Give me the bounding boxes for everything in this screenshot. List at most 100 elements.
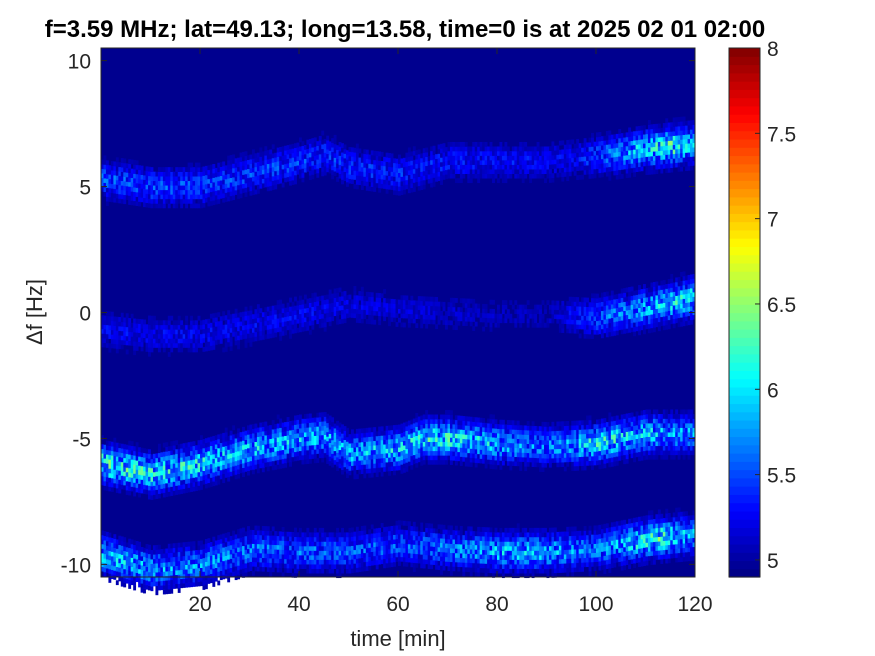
- heatmap-cell: [276, 450, 280, 456]
- heatmap-cell: [449, 311, 453, 317]
- heatmap-cell: [232, 322, 236, 328]
- heatmap-cell: [192, 441, 196, 447]
- heatmap-cell: [115, 321, 119, 327]
- heatmap-cell: [237, 180, 241, 186]
- heatmap-cell: [675, 309, 679, 315]
- heatmap-cell: [311, 320, 315, 326]
- heatmap-cell: [239, 330, 243, 336]
- heatmap-cell: [150, 176, 154, 182]
- heatmap-cell: [271, 305, 275, 311]
- heatmap-cell: [254, 175, 258, 181]
- heatmap-cell: [588, 151, 592, 157]
- heatmap-cell: [157, 329, 161, 335]
- heatmap-cell: [432, 159, 436, 165]
- heatmap-cell: [237, 166, 241, 172]
- heatmap-cell: [286, 302, 290, 308]
- heatmap-cell: [449, 173, 453, 179]
- heatmap-cell: [234, 190, 238, 195]
- heatmap-cell: [244, 187, 248, 193]
- heatmap-cell: [682, 321, 686, 327]
- heatmap-cell: [120, 317, 124, 323]
- heatmap-cell: [482, 169, 486, 174]
- heatmap-cell: [160, 198, 164, 204]
- heatmap-cell: [373, 155, 377, 161]
- heatmap-cell: [138, 483, 142, 489]
- heatmap-cell: [576, 157, 580, 162]
- heatmap-cell: [633, 322, 637, 328]
- heatmap-cell: [138, 341, 142, 347]
- heatmap-cell: [301, 159, 305, 165]
- heatmap-cell: [600, 315, 604, 321]
- heatmap-cell: [187, 460, 191, 466]
- heatmap-cell: [232, 172, 236, 178]
- heatmap-cell: [670, 278, 674, 284]
- heatmap-cell: [603, 296, 607, 302]
- heatmap-cell: [224, 165, 228, 171]
- heatmap-cell: [660, 312, 664, 318]
- heatmap-cell: [588, 164, 592, 170]
- heatmap-cell: [573, 166, 577, 172]
- heatmap-cell: [578, 319, 582, 325]
- heatmap-cell: [442, 161, 446, 167]
- heatmap-cell: [311, 435, 315, 441]
- heatmap-cell: [546, 322, 550, 328]
- heatmap-cell: [204, 193, 208, 198]
- heatmap-cell: [430, 169, 434, 174]
- heatmap-cell: [551, 150, 555, 156]
- heatmap-cell: [655, 137, 659, 143]
- heatmap-cell: [177, 167, 181, 172]
- heatmap-cell: [326, 317, 330, 323]
- heatmap-cell: [125, 444, 129, 450]
- heatmap-cell: [672, 323, 676, 329]
- heatmap-cell: [212, 472, 216, 478]
- heatmap-cell: [120, 167, 124, 172]
- heatmap-cell: [603, 153, 607, 159]
- heatmap-cell: [479, 160, 483, 165]
- heatmap-cell: [383, 462, 387, 468]
- heatmap-cell: [195, 162, 198, 168]
- heatmap-cell: [145, 475, 149, 481]
- heatmap-cell: [249, 305, 253, 311]
- heatmap-cell: [482, 303, 486, 309]
- heatmap-cell: [685, 138, 688, 144]
- heatmap-cell: [118, 443, 122, 449]
- heatmap-cell: [608, 148, 612, 154]
- heatmap-cell: [368, 168, 372, 173]
- heatmap-cell: [633, 299, 637, 305]
- heatmap-cell: [316, 449, 320, 454]
- heatmap-cell: [358, 469, 362, 475]
- heatmap-cell: [685, 152, 688, 158]
- heatmap-cell: [417, 314, 421, 320]
- heatmap-cell: [321, 425, 325, 431]
- heatmap-cell: [383, 165, 387, 171]
- heatmap-cell: [222, 315, 226, 321]
- heatmap-cell: [692, 283, 696, 288]
- heatmap-cell: [390, 185, 394, 190]
- heatmap-cell: [670, 163, 674, 168]
- heatmap-cell: [256, 454, 260, 460]
- heatmap-cell: [145, 489, 149, 495]
- heatmap-cell: [200, 475, 203, 481]
- heatmap-cell: [415, 154, 419, 160]
- heatmap-cell: [350, 174, 354, 180]
- heatmap-cell: [469, 307, 473, 313]
- heatmap-cell: [670, 149, 674, 155]
- heatmap-cell: [274, 455, 278, 461]
- heatmap-cell: [291, 166, 295, 172]
- heatmap-cell: [244, 311, 248, 317]
- heatmap-cell: [558, 167, 562, 173]
- heatmap-cell: [591, 320, 594, 326]
- heatmap-cell: [271, 319, 275, 325]
- heatmap-cell: [474, 321, 478, 327]
- heatmap-cell: [365, 163, 369, 169]
- heatmap-cell: [162, 456, 166, 462]
- heatmap-cell: [596, 307, 599, 313]
- heatmap-cell: [148, 333, 151, 339]
- heatmap-cell: [125, 331, 129, 337]
- heatmap-cell: [113, 179, 117, 185]
- heatmap-cell: [514, 151, 518, 156]
- heatmap-cell: [665, 118, 669, 124]
- heatmap-cell: [484, 169, 488, 174]
- heatmap-cell: [647, 160, 651, 166]
- heatmap-cell: [667, 315, 671, 321]
